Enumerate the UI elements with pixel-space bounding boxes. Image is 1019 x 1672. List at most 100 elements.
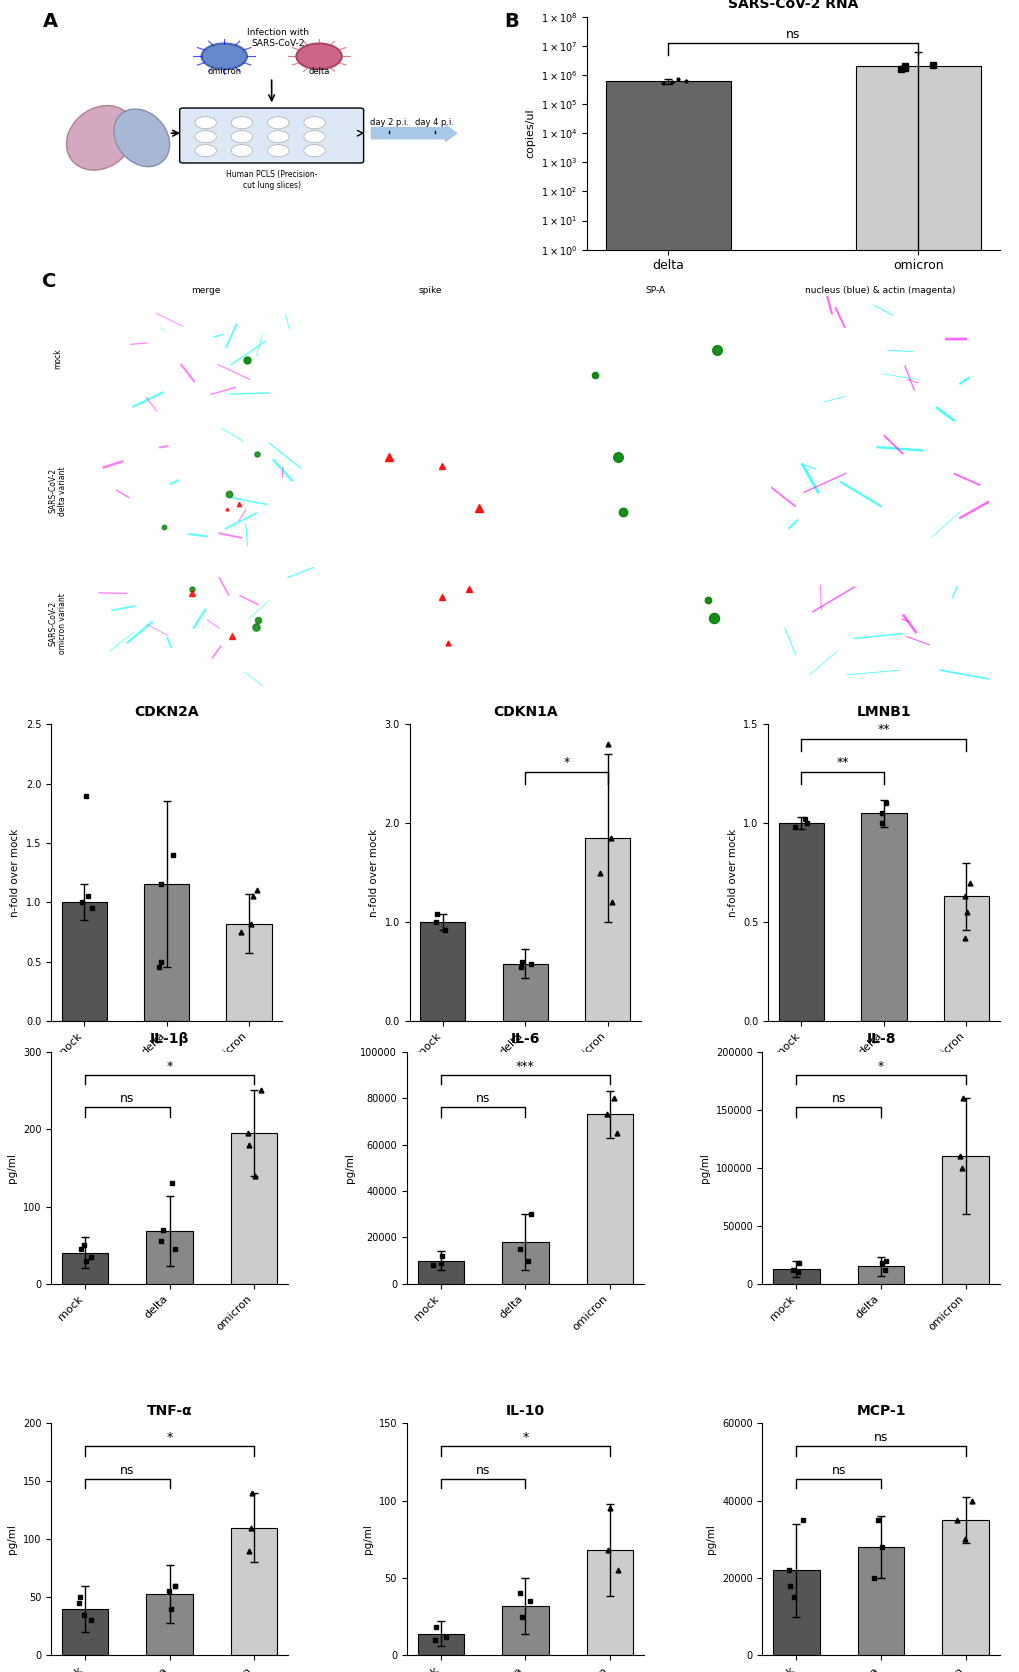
Bar (502, 963, 547, 1022)
Bar (417, 1261, 464, 1284)
Bar (501, 1242, 548, 1284)
Title: SP-A: SP-A (644, 286, 664, 294)
Text: ns: ns (476, 1092, 490, 1105)
Bar (146, 1231, 193, 1284)
Text: 100 μm: 100 μm (782, 403, 802, 408)
Title: merge: merge (191, 286, 220, 294)
Title: IL-10: IL-10 (505, 1404, 544, 1418)
Bar (772, 1269, 819, 1284)
Y-axis label: pg/ml: pg/ml (363, 1525, 373, 1555)
Text: delta: delta (308, 67, 329, 75)
Text: day 4 p.i.: day 4 p.i. (415, 119, 453, 127)
Circle shape (231, 117, 253, 129)
Ellipse shape (114, 109, 169, 167)
Bar (942, 1157, 987, 1284)
Text: 100 μm: 100 μm (332, 669, 354, 674)
Bar (943, 896, 988, 1022)
Title: IL-1β: IL-1β (150, 1032, 190, 1047)
Text: *: * (877, 1060, 883, 1073)
Text: omicron: omicron (207, 67, 242, 75)
Text: mock: mock (53, 348, 62, 370)
Text: *: * (166, 1060, 172, 1073)
Bar (857, 1266, 904, 1284)
Circle shape (304, 144, 325, 157)
Bar (230, 1134, 277, 1284)
Text: 100 μm: 100 μm (556, 403, 578, 408)
Text: ns: ns (830, 1463, 845, 1476)
Text: *: * (522, 1431, 528, 1445)
Bar (417, 1634, 464, 1655)
Text: 100 μm: 100 μm (556, 669, 578, 674)
Title: nucleus (blue) & actin (magenta): nucleus (blue) & actin (magenta) (804, 286, 954, 294)
Y-axis label: pg/ml: pg/ml (706, 1525, 715, 1555)
Text: 100 μm: 100 μm (108, 669, 128, 674)
Text: ***: *** (516, 1060, 534, 1073)
Y-axis label: pg/ml: pg/ml (7, 1525, 17, 1555)
Y-axis label: pg/ml: pg/ml (7, 1154, 17, 1182)
Text: **: ** (876, 724, 890, 736)
Text: ns: ns (873, 1431, 888, 1445)
Circle shape (195, 144, 216, 157)
Bar (230, 1528, 277, 1655)
Circle shape (231, 144, 253, 157)
Bar (585, 838, 630, 1022)
Bar (586, 1115, 633, 1284)
Text: SARS-CoV-2
omicron variant: SARS-CoV-2 omicron variant (48, 594, 67, 654)
Text: Human PCLS (Precision-
cut lung slices): Human PCLS (Precision- cut lung slices) (226, 171, 317, 191)
Circle shape (202, 43, 247, 69)
Bar (420, 921, 465, 1022)
Circle shape (304, 130, 325, 142)
Text: 100 μm: 100 μm (332, 403, 354, 408)
Text: *: * (562, 756, 569, 769)
Y-axis label: copies/ul: copies/ul (525, 109, 535, 157)
Bar (777, 823, 823, 1022)
Y-axis label: n-fold over mock: n-fold over mock (369, 829, 379, 916)
Bar (62, 1608, 108, 1655)
Text: Infection with
SARS-CoV-2: Infection with SARS-CoV-2 (247, 28, 309, 48)
Title: LMNB1: LMNB1 (856, 706, 910, 719)
Text: ns: ns (120, 1092, 135, 1105)
Text: A: A (43, 12, 58, 32)
Text: **: ** (836, 756, 848, 769)
Text: 100 μm: 100 μm (782, 535, 802, 540)
Bar (857, 1547, 904, 1655)
Text: SARS-CoV-2
delta variant: SARS-CoV-2 delta variant (48, 466, 67, 515)
Y-axis label: n-fold over mock: n-fold over mock (727, 829, 737, 916)
Y-axis label: pg/ml: pg/ml (344, 1154, 355, 1182)
Text: 100 μm: 100 μm (108, 403, 128, 408)
Bar (772, 1570, 819, 1655)
Text: day 2 p.i.: day 2 p.i. (369, 119, 409, 127)
Title: TNF-α: TNF-α (147, 1404, 193, 1418)
Title: CDKN1A: CDKN1A (492, 706, 557, 719)
FancyArrowPatch shape (371, 125, 457, 142)
Title: IL-6: IL-6 (511, 1032, 539, 1047)
Bar (501, 1605, 548, 1655)
Title: MCP-1: MCP-1 (855, 1404, 905, 1418)
Title: IL-8: IL-8 (865, 1032, 895, 1047)
Bar (586, 1550, 633, 1655)
Text: ns: ns (476, 1463, 490, 1476)
Text: 100 μm: 100 μm (332, 535, 354, 540)
Bar (855, 67, 980, 1672)
Text: ns: ns (830, 1092, 845, 1105)
Text: *: * (166, 1431, 172, 1445)
Bar (61, 903, 107, 1022)
Bar (62, 1252, 108, 1284)
Text: B: B (504, 12, 519, 32)
Bar (144, 884, 190, 1022)
Circle shape (195, 117, 216, 129)
Text: ns: ns (120, 1463, 135, 1476)
Y-axis label: pg/ml: pg/ml (700, 1154, 709, 1182)
Y-axis label: n-fold over mock: n-fold over mock (10, 829, 20, 916)
Circle shape (231, 130, 253, 142)
FancyBboxPatch shape (179, 109, 363, 162)
Bar (226, 923, 272, 1022)
Bar (860, 813, 906, 1022)
Text: ns: ns (786, 28, 800, 40)
Title: spike: spike (418, 286, 441, 294)
Circle shape (267, 144, 288, 157)
Circle shape (267, 130, 288, 142)
Circle shape (267, 117, 288, 129)
Bar (942, 1520, 987, 1655)
Circle shape (297, 43, 341, 69)
